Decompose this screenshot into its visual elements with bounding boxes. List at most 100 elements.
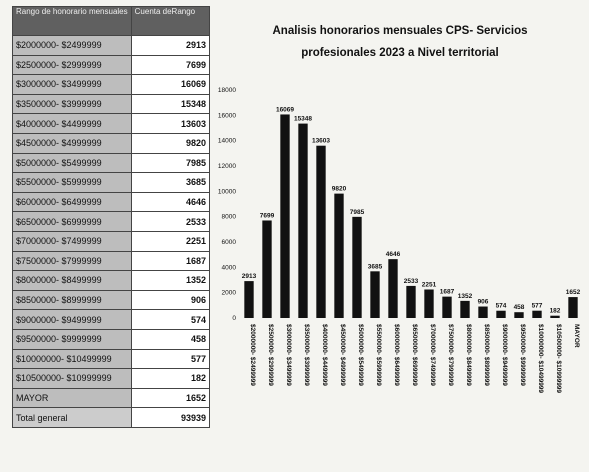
data-label: 1687 <box>440 289 455 296</box>
bar <box>316 145 326 318</box>
x-tick-label: $5500000- $5999999 <box>375 324 382 386</box>
x-axis-labels: $2000000- $2499999 $2500000- $2999999 $300… <box>249 324 580 393</box>
y-tick-label: 4000 <box>222 264 237 271</box>
bar <box>496 310 506 318</box>
x-tick-label: $3000000- $3499999 <box>285 324 292 386</box>
range-cell: $4500000- $4999999 <box>12 132 132 154</box>
x-tick-label: $6500000- $6999999 <box>411 324 418 386</box>
table-row: $9500000- $9999999 458 <box>12 328 211 350</box>
y-tick-label: 14000 <box>218 138 236 145</box>
range-cell: $7500000- $7999999 <box>12 250 132 272</box>
data-label: 182 <box>550 308 561 315</box>
data-label: 15348 <box>294 116 312 123</box>
count-cell: 574 <box>130 309 211 330</box>
table-row: $5000000- $5499999 7985 <box>12 152 211 174</box>
x-tick-label: $5000000- $5499999 <box>357 324 364 386</box>
data-label: 2533 <box>404 278 419 285</box>
data-label: 16069 <box>276 106 294 113</box>
total-row: Total general 93939 <box>12 407 211 428</box>
data-label: 9820 <box>332 186 347 193</box>
y-tick-label: 18000 <box>218 87 236 94</box>
count-cell: 9820 <box>130 132 211 154</box>
data-label: 4646 <box>386 251 401 258</box>
count-cell: 1687 <box>130 250 211 272</box>
chart-title-line2: profesionales 2023 a Nivel territorial <box>301 47 499 59</box>
count-cell: 3685 <box>130 172 211 193</box>
x-tick-label: $9000000- $9499999 <box>501 324 508 386</box>
bar <box>460 300 470 318</box>
bar <box>568 297 578 318</box>
x-tick-label: $10500000- $10999999 <box>555 324 562 393</box>
table-row: $6500000- $6999999 2533 <box>12 211 211 232</box>
bar <box>244 281 254 318</box>
count-cell: 1652 <box>130 387 211 409</box>
count-cell: 15348 <box>130 93 211 115</box>
data-label: 2251 <box>422 281 437 288</box>
range-cell: $8500000- $8999999 <box>12 289 132 311</box>
range-cell: $9500000- $9999999 <box>12 328 132 350</box>
table-row: $7500000- $7999999 1687 <box>12 250 211 272</box>
data-label: 574 <box>496 303 507 310</box>
table-row: $4500000- $4999999 9820 <box>12 132 211 154</box>
range-cell: $9000000- $9499999 <box>12 309 132 330</box>
x-tick-label: $9500000- $9999999 <box>519 324 526 386</box>
x-tick-label: $2500000- $2999999 <box>267 324 274 386</box>
range-cell: $3500000- $3999999 <box>12 93 132 115</box>
table-row: $3000000- $3499999 16069 <box>12 74 211 95</box>
bar <box>478 306 488 318</box>
table-row: $10000000- $10499999 577 <box>12 348 211 370</box>
count-cell: 458 <box>130 328 211 350</box>
count-cell: 7699 <box>130 54 211 76</box>
chart-title-line1: Analisis honorarios mensuales CPS- Servi… <box>272 25 527 37</box>
x-tick-label: $2000000- $2499999 <box>249 324 256 386</box>
bar <box>334 193 344 318</box>
range-cell: $6000000- $6499999 <box>12 191 132 213</box>
x-tick-label: MAYOR <box>573 324 580 348</box>
range-cell: $5000000- $5499999 <box>12 152 132 174</box>
x-tick-label: $8000000- $8499999 <box>465 324 472 386</box>
table-row: $2000000- $2499999 2913 <box>12 35 211 56</box>
count-cell: 1352 <box>130 270 211 291</box>
x-tick-label: $10000000- $10499999 <box>537 324 544 393</box>
bar <box>442 296 452 318</box>
header-range: Rango de honorario mensuales <box>12 6 132 36</box>
data-label: 1352 <box>458 293 473 300</box>
table-row: $3500000- $3999999 15348 <box>12 93 211 115</box>
count-cell: 16069 <box>130 74 211 95</box>
bar <box>388 259 398 318</box>
bar <box>298 123 308 318</box>
y-axis: 0 2000 4000 6000 8000 10000 12000 14000 16000 180… <box>218 87 236 322</box>
range-cell: $5500000- $5999999 <box>12 172 132 193</box>
table-body: $2000000- $2499999 2913 $2500000- $2999999… <box>12 35 211 428</box>
table-row: $5500000- $5999999 3685 <box>12 172 211 193</box>
table-row: $2500000- $2999999 7699 <box>12 54 211 76</box>
header-count: Cuenta deRango <box>130 6 211 36</box>
x-tick-label: $4000000- $4499999 <box>321 324 328 386</box>
count-cell: 13603 <box>130 113 211 134</box>
x-tick-label: $4500000- $4999999 <box>339 324 346 386</box>
y-tick-label: 12000 <box>218 163 236 170</box>
count-cell: 182 <box>130 368 211 389</box>
range-cell: $7000000- $7499999 <box>12 230 132 252</box>
y-tick-label: 0 <box>232 315 236 322</box>
bar <box>406 285 416 318</box>
count-cell: 2533 <box>130 211 211 232</box>
y-tick-label: 8000 <box>222 214 237 221</box>
table-row: $6000000- $6499999 4646 <box>12 191 211 213</box>
count-cell: 2913 <box>130 35 211 56</box>
count-cell: 2251 <box>130 230 211 252</box>
data-label: 7985 <box>350 209 365 216</box>
count-cell: 7985 <box>130 152 211 174</box>
total-value: 93939 <box>130 407 211 428</box>
y-tick-label: 16000 <box>218 112 236 119</box>
x-tick-label: $7000000- $7499999 <box>429 324 436 386</box>
range-cell: $6500000- $6999999 <box>12 211 132 232</box>
bar <box>532 310 542 318</box>
table-row: $7000000- $7499999 2251 <box>12 230 211 252</box>
data-label: 1652 <box>566 289 581 296</box>
table-row: $4000000- $4499999 13603 <box>12 113 211 134</box>
data-label: 2913 <box>242 273 257 280</box>
honorarios-table: Rango de honorario mensuales Cuenta deRa… <box>12 6 211 428</box>
range-cell: $8000000- $8499999 <box>12 270 132 291</box>
